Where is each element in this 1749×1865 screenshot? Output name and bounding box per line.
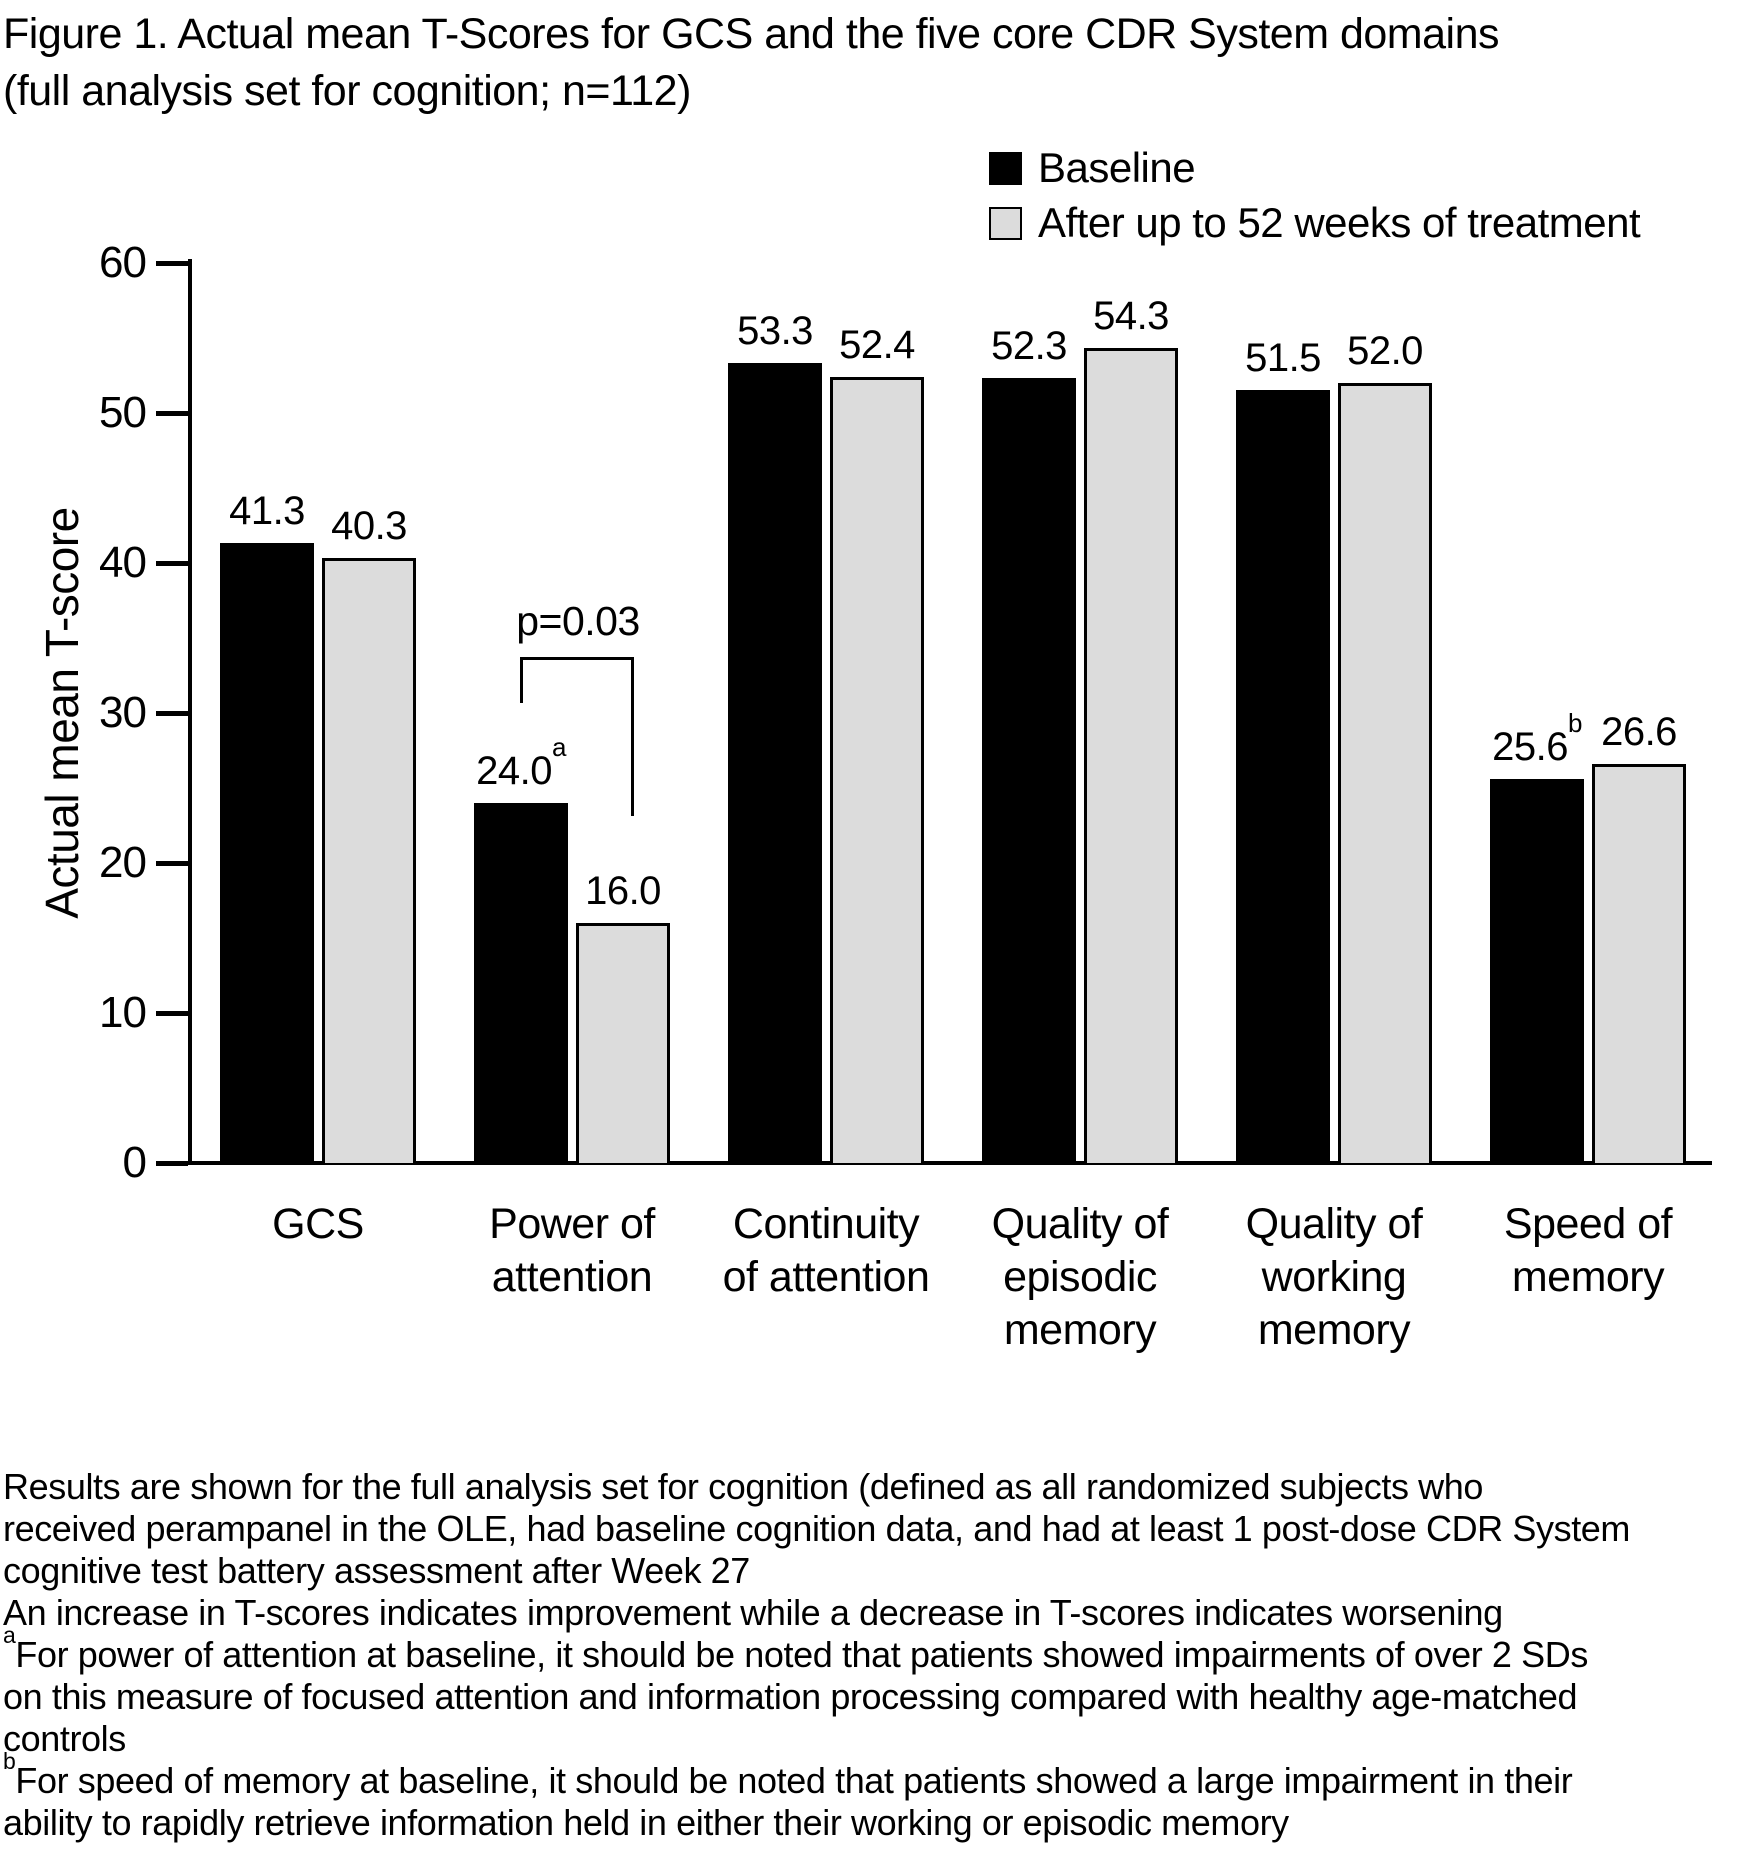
value-label-superscript: a (551, 731, 566, 762)
footnote-b-marker: b (3, 1748, 16, 1774)
y-tick-40 (156, 561, 188, 566)
category-label-2: Continuity of attention (723, 1198, 930, 1304)
category-label-line: memory (1257, 1306, 1411, 1354)
category-label-4: Quality of working memory (1246, 1198, 1423, 1357)
bar-after-1 (576, 923, 670, 1163)
legend: Baseline After up to 52 weeks of treatme… (989, 144, 1641, 254)
bar-baseline-0 (220, 543, 314, 1163)
footnote-a-marker: a (3, 1622, 16, 1648)
value-label-after-1: 16.0 (585, 869, 661, 913)
legend-item-after-treatment: After up to 52 weeks of treatment (989, 199, 1641, 247)
y-tick-0 (156, 1161, 188, 1166)
category-label-line: Quality of (991, 1200, 1169, 1248)
value-label-after-3: 54.3 (1093, 294, 1169, 338)
value-label-baseline-5: 25.6b (1492, 707, 1582, 769)
y-tick-label-0: 0 (122, 1138, 147, 1187)
footnote-line: cognitive test battery assessment after … (3, 1550, 750, 1591)
legend-label-after-treatment: After up to 52 weeks of treatment (1038, 199, 1641, 246)
footnote-line: on this measure of focused attention and… (3, 1676, 1578, 1717)
category-label-line: attention (491, 1253, 653, 1301)
value-label-baseline-1: 24.0a (476, 731, 566, 793)
footnote-results: Results are shown for the full analysis … (3, 1466, 1747, 1592)
figure-title: Figure 1. Actual mean T-Scores for GCS a… (3, 6, 1500, 120)
bar-baseline-3 (982, 378, 1076, 1163)
category-label-line: of attention (722, 1253, 930, 1301)
legend-label-baseline: Baseline (1038, 144, 1196, 191)
figure-title-line1: Figure 1. Actual mean T-Scores for GCS a… (3, 10, 1500, 58)
category-label-1: Power of attention (489, 1198, 655, 1304)
x-axis-line (188, 1161, 1712, 1165)
footnotes: Results are shown for the full analysis … (3, 1466, 1747, 1844)
category-label-line: episodic (1003, 1253, 1157, 1301)
y-tick-20 (156, 861, 188, 866)
value-label-baseline-0: 41.3 (229, 489, 305, 533)
legend-swatch-after-treatment (989, 206, 1022, 240)
y-tick-50 (156, 411, 188, 416)
value-label-after-4: 52.0 (1347, 329, 1423, 373)
footnote-tscore-direction: An increase in T-scores indicates improv… (3, 1592, 1747, 1634)
footnote-line: ability to rapidly retrieve information … (3, 1802, 1289, 1843)
bar-after-0 (322, 558, 416, 1163)
category-label-5: Speed of memory (1503, 1198, 1673, 1304)
value-label-baseline-3: 52.3 (991, 324, 1067, 368)
p-bracket-top-line (520, 657, 634, 660)
category-label-line: memory (1003, 1306, 1157, 1354)
y-axis-line (188, 259, 192, 1165)
figure-title-line2: (full analysis set for cognition; n=112) (3, 67, 691, 115)
bar-after-2 (830, 377, 924, 1163)
bar-after-4 (1338, 383, 1432, 1163)
category-label-line: memory (1511, 1253, 1665, 1301)
category-label-0: GCS (272, 1198, 364, 1251)
legend-item-baseline: Baseline (989, 144, 1640, 192)
value-label-after-2: 52.4 (839, 323, 915, 367)
bar-after-5 (1592, 764, 1686, 1163)
bar-baseline-4 (1236, 390, 1330, 1163)
p-bracket-right-leg (631, 657, 634, 816)
p-bracket-left-leg (520, 657, 523, 703)
value-label-after-0: 40.3 (331, 504, 407, 548)
bar-baseline-5 (1490, 779, 1584, 1163)
footnote-line: For speed of memory at baseline, it shou… (15, 1760, 1573, 1801)
p-value-text: p=0.03 (516, 598, 640, 644)
footnote-line: An increase in T-scores indicates improv… (3, 1592, 1503, 1633)
y-tick-label-20: 20 (99, 838, 147, 887)
y-tick-label-30: 30 (99, 688, 147, 737)
value-label-baseline-2: 53.3 (737, 309, 813, 353)
value-label-superscript: b (1567, 707, 1582, 738)
footnote-line: received perampanel in the OLE, had base… (3, 1508, 1631, 1549)
legend-swatch-baseline (989, 151, 1022, 185)
category-label-line: Power of (489, 1200, 655, 1248)
bar-baseline-2 (728, 363, 822, 1163)
y-tick-label-60: 60 (99, 238, 147, 287)
bar-after-3 (1084, 348, 1178, 1163)
footnote-line: controls (3, 1718, 126, 1759)
category-label-line: GCS (272, 1200, 364, 1248)
category-label-line: Continuity (732, 1200, 920, 1248)
category-label-line: Quality of (1245, 1200, 1423, 1248)
y-tick-label-40: 40 (99, 538, 147, 587)
category-label-3: Quality of episodic memory (992, 1198, 1169, 1357)
footnote-line: Results are shown for the full analysis … (3, 1466, 1483, 1507)
value-label-baseline-4: 51.5 (1245, 336, 1321, 380)
y-tick-30 (156, 711, 188, 716)
footnote-line: For power of attention at baseline, it s… (15, 1634, 1588, 1675)
y-tick-label-10: 10 (99, 988, 147, 1037)
category-label-line: working (1261, 1253, 1407, 1301)
footnote-a: aFor power of attention at baseline, it … (3, 1624, 1747, 1760)
y-tick-10 (156, 1011, 188, 1016)
value-label-after-5: 26.6 (1601, 710, 1677, 754)
category-label-line: Speed of (1503, 1200, 1673, 1248)
y-tick-label-50: 50 (99, 388, 147, 437)
footnote-b: bFor speed of memory at baseline, it sho… (3, 1750, 1747, 1844)
y-tick-60 (156, 261, 188, 266)
bar-baseline-1 (474, 803, 568, 1163)
